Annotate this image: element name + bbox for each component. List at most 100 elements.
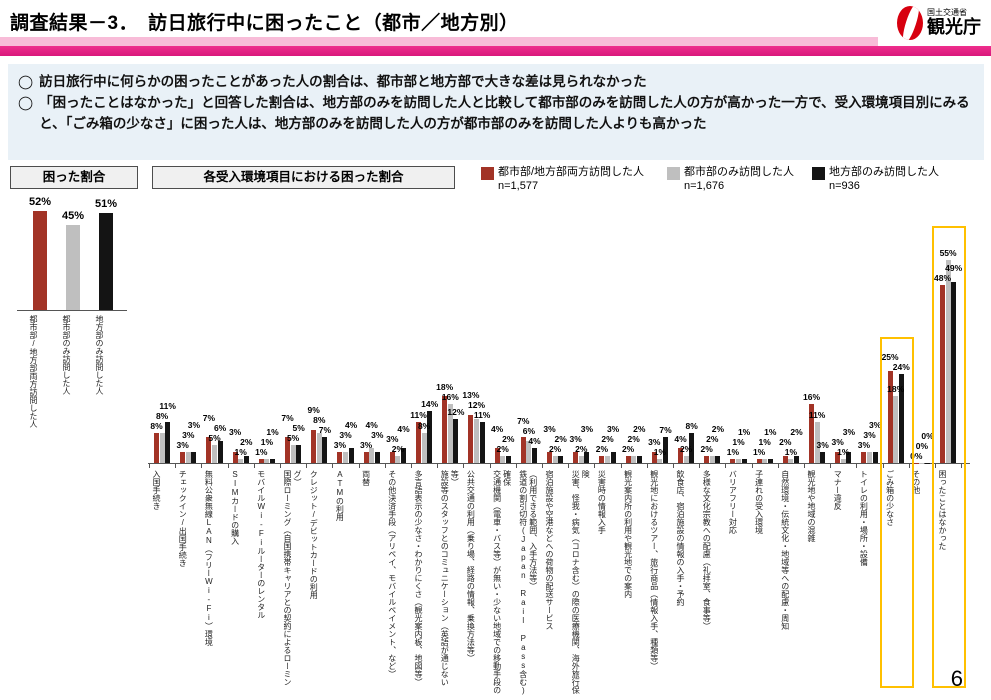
axis-tick bbox=[227, 464, 229, 468]
bar bbox=[887, 370, 893, 463]
value-label: 5% bbox=[208, 432, 221, 443]
mini-bar bbox=[99, 213, 113, 310]
bar bbox=[296, 444, 302, 463]
value-label: 12% bbox=[447, 406, 465, 417]
value-label: 48% bbox=[933, 273, 951, 284]
logo-agency-text: 観光庁 bbox=[927, 16, 981, 37]
value-label: 2% bbox=[548, 443, 562, 454]
bar bbox=[678, 448, 683, 463]
value-label: 3% bbox=[863, 429, 876, 440]
value-label: 55% bbox=[939, 247, 957, 258]
category-label: 観光地や地域の混雑 bbox=[807, 470, 816, 542]
bar bbox=[191, 451, 197, 463]
axis-tick bbox=[751, 464, 753, 468]
axis-tick bbox=[699, 464, 701, 468]
bar bbox=[270, 459, 275, 463]
bar bbox=[689, 433, 695, 463]
value-label: 4% bbox=[344, 419, 358, 430]
axis-tick bbox=[934, 464, 936, 468]
mini-bar bbox=[33, 211, 47, 310]
value-label: 0% bbox=[915, 441, 929, 451]
value-label: 1% bbox=[653, 447, 667, 458]
axis-tick bbox=[856, 464, 858, 468]
axis-tick bbox=[594, 464, 596, 468]
value-label: 3% bbox=[868, 419, 882, 430]
axis-tick bbox=[201, 464, 203, 468]
axis-tick bbox=[515, 464, 517, 468]
category-label: モバイルWi-Fiルーターのレンタル bbox=[256, 470, 266, 619]
value-label: 3% bbox=[182, 429, 195, 440]
value-label: 18% bbox=[436, 381, 454, 392]
value-label: 4% bbox=[397, 423, 410, 434]
bar bbox=[925, 462, 930, 463]
legend-swatch-black bbox=[812, 167, 825, 180]
value-label: 1% bbox=[266, 427, 279, 438]
bar bbox=[159, 433, 165, 463]
bar bbox=[651, 451, 657, 463]
value-label: 0% bbox=[910, 451, 923, 461]
axis-tick bbox=[830, 464, 832, 468]
bar bbox=[285, 437, 290, 463]
bar bbox=[238, 459, 244, 463]
value-label: 2% bbox=[700, 443, 713, 454]
category-label: 観光地におけるツアー、旅行商品（情報入手、種類等） bbox=[649, 470, 659, 670]
category-label: 入国手続き bbox=[152, 470, 161, 510]
value-label: 2% bbox=[621, 443, 635, 454]
bar bbox=[940, 285, 945, 463]
value-label: 3% bbox=[842, 427, 856, 438]
legend-n: n=1,676 bbox=[684, 179, 725, 192]
bar bbox=[547, 451, 552, 463]
axis-tick bbox=[541, 464, 543, 468]
value-label: 7% bbox=[659, 425, 672, 436]
value-label: 6% bbox=[213, 422, 227, 433]
bar bbox=[526, 440, 532, 463]
bar bbox=[741, 459, 747, 463]
value-label: 1% bbox=[837, 447, 850, 458]
axis-tick bbox=[148, 464, 150, 468]
category-label: 無料公衆無線LAN（フリーWi-Fi）環境 bbox=[204, 470, 214, 646]
bar bbox=[243, 455, 249, 463]
value-label: 3% bbox=[648, 437, 661, 448]
category-label: バリアフリー対応 bbox=[728, 470, 738, 534]
bar bbox=[736, 459, 741, 463]
value-label: 3% bbox=[857, 439, 871, 450]
value-label: 3% bbox=[187, 419, 201, 430]
axis-tick bbox=[777, 464, 779, 468]
axis-tick bbox=[646, 464, 648, 468]
bar bbox=[683, 455, 689, 463]
category-label: ATMの利用 bbox=[335, 470, 345, 521]
bar bbox=[767, 459, 773, 463]
value-label: 1% bbox=[752, 447, 766, 458]
page-number: 6 bbox=[950, 666, 963, 691]
value-label: 11% bbox=[473, 410, 491, 421]
value-label: 1% bbox=[758, 437, 771, 448]
title-underline-light bbox=[0, 37, 878, 46]
bar bbox=[820, 451, 826, 463]
value-label: 8% bbox=[417, 421, 431, 432]
bar bbox=[395, 455, 401, 463]
value-label: 7% bbox=[281, 412, 294, 423]
bar bbox=[180, 451, 186, 463]
bar bbox=[217, 440, 223, 463]
value-label: 16% bbox=[441, 391, 459, 402]
axis-tick bbox=[175, 464, 177, 468]
bar bbox=[913, 462, 919, 463]
category-label: 鉄道の割引切符(Japan Rail Pass含む)（利用できる範囲、入手方法等… bbox=[518, 470, 538, 695]
axis-tick bbox=[489, 464, 491, 468]
category-label: 多様な文化宗教への配慮（礼拝室、食事等） bbox=[702, 470, 712, 630]
axis-tick bbox=[410, 464, 412, 468]
mini-category-label: 都市部/地方部両方訪問した人 bbox=[29, 315, 38, 428]
value-label: 3% bbox=[580, 423, 594, 434]
bar bbox=[788, 459, 794, 463]
axis-tick bbox=[908, 464, 910, 468]
legend-item-urban: 都市部のみ訪問した人 n=1,676 bbox=[667, 166, 812, 194]
bar bbox=[762, 459, 768, 463]
bar bbox=[494, 448, 500, 463]
bar bbox=[337, 451, 343, 463]
legend-swatch-gray bbox=[667, 167, 680, 180]
bar bbox=[756, 459, 762, 463]
value-label: 13% bbox=[462, 390, 480, 401]
bar bbox=[447, 403, 453, 463]
value-label: 2% bbox=[627, 433, 640, 444]
chart-legend: 都市部/地方部両方訪問した人 n=1,577 都市部のみ訪問した人 n=1,67… bbox=[481, 166, 986, 194]
